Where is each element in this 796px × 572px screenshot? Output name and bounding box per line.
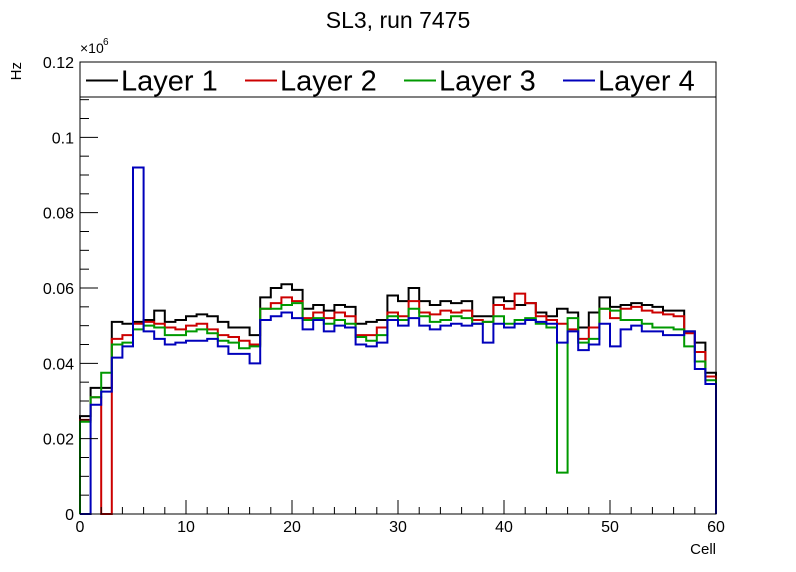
- legend-label-layer-3: Layer 3: [439, 66, 536, 98]
- series-line-layer-1: [79, 283, 717, 514]
- legend-label-layer-2: Layer 2: [280, 66, 377, 98]
- series-line-layer-4: [80, 166, 717, 515]
- y-multiplier: ×10 6: [80, 37, 109, 56]
- legend-label-layer-1: Layer 1: [121, 66, 218, 98]
- y-axis-label: Hz: [8, 62, 25, 80]
- x-tick-label: 40: [495, 519, 513, 536]
- y-tick-label: 0.1: [52, 130, 74, 147]
- series-line-layer-3: [79, 302, 717, 514]
- chart-title: SL3, run 7475: [326, 7, 471, 33]
- y-tick-label: 0: [65, 507, 74, 524]
- x-tick-label: 50: [601, 519, 619, 536]
- y-multiplier-exponent: 6: [103, 37, 109, 48]
- y-multiplier-base: ×10: [80, 40, 104, 56]
- y-tick-label: 0.08: [43, 206, 74, 223]
- legend-box: [79, 61, 717, 98]
- series-line-layer-2: [79, 292, 717, 515]
- axes: 0 0.02 0.04 0.06 0.08 0.1 0.12 0 10 20 30 40 50 60: [43, 55, 725, 536]
- series-layer: [79, 166, 717, 515]
- legend-label-layer-4: Layer 4: [598, 66, 695, 98]
- y-tick-label: 0.12: [43, 55, 74, 72]
- legend: Layer 1 Layer 2 Layer 3 Layer 4: [79, 61, 717, 98]
- x-tick-label: 60: [707, 519, 725, 536]
- plot-frame: [79, 61, 717, 515]
- y-tick-label: 0.04: [43, 356, 74, 373]
- x-tick-label: 30: [389, 519, 407, 536]
- x-tick-label: 10: [177, 519, 195, 536]
- x-tick-label: 0: [76, 519, 85, 536]
- x-axis-label: Cell: [690, 541, 716, 558]
- y-tick-label: 0.02: [43, 432, 74, 449]
- y-tick-label: 0.06: [43, 281, 74, 298]
- x-tick-label: 20: [283, 519, 301, 536]
